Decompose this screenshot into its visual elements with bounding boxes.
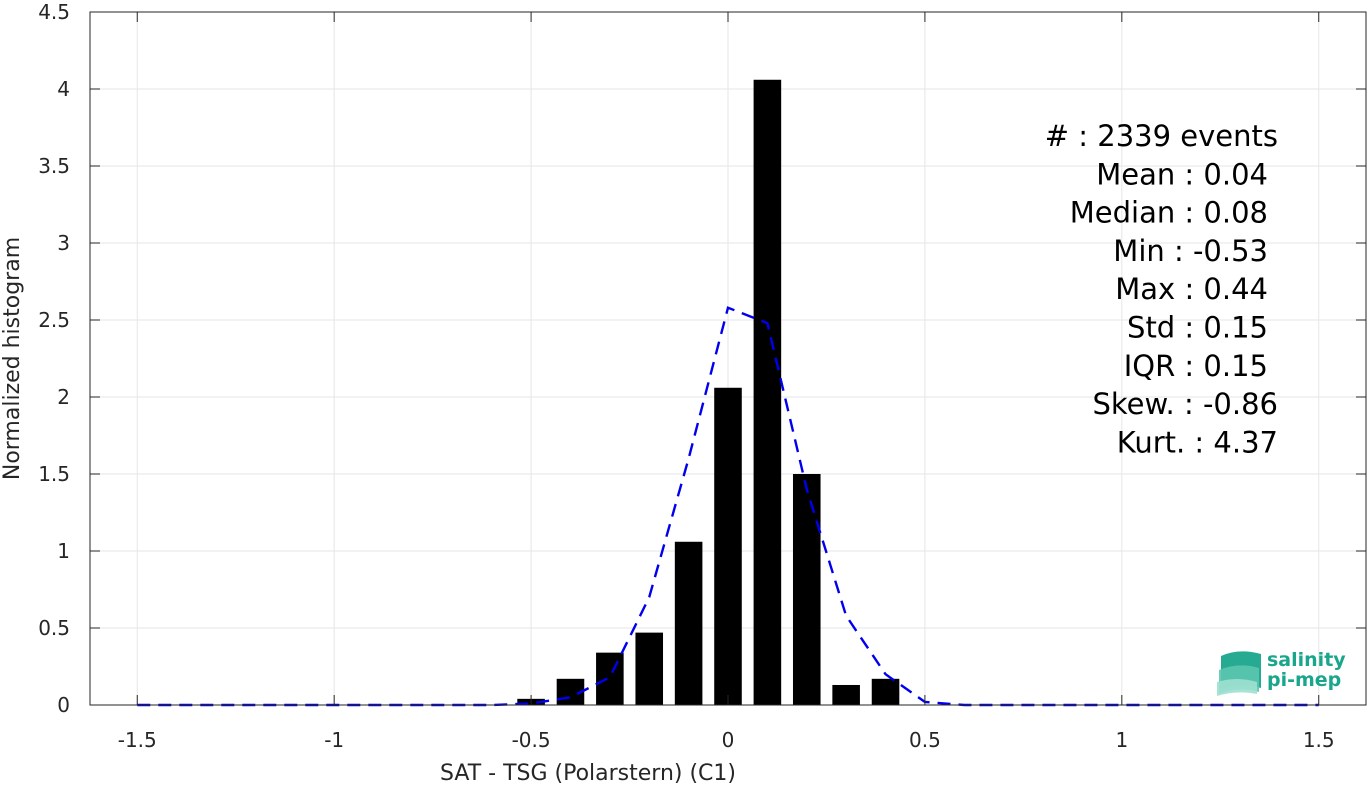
wave-logo-icon bbox=[1217, 651, 1261, 696]
stat-line: Skew. : -0.86 bbox=[1092, 387, 1278, 421]
x-tick-labels: -1.5 -1 -0.5 0 0.5 1 1.5 bbox=[118, 728, 1335, 752]
histogram-bar bbox=[596, 652, 624, 705]
histogram-bar bbox=[871, 678, 900, 705]
logo-line1: salinity bbox=[1267, 649, 1346, 671]
bars bbox=[517, 79, 900, 705]
x-tick-label: 0.5 bbox=[909, 728, 941, 752]
y-tick-label: 3.5 bbox=[38, 154, 70, 178]
histogram-bar bbox=[635, 632, 664, 705]
y-tick-label: 2.5 bbox=[38, 308, 70, 332]
y-tick-labels: 0 0.5 1 1.5 2 2.5 3 3.5 4 4.5 bbox=[38, 0, 70, 717]
y-tick-label: 4.5 bbox=[38, 0, 70, 24]
stat-line: Max : 0.44 bbox=[1115, 272, 1268, 306]
x-tick-label: -1 bbox=[324, 728, 344, 752]
y-tick-label: 0.5 bbox=[38, 616, 70, 640]
stats-box: # : 2339 events Mean : 0.04 Median : 0.08 M… bbox=[1045, 119, 1278, 459]
histogram-bar bbox=[832, 684, 860, 705]
x-tick-label: 0 bbox=[722, 728, 735, 752]
stat-line: Min : -0.53 bbox=[1113, 234, 1268, 268]
histogram-bar bbox=[792, 474, 821, 705]
histogram-bar bbox=[753, 79, 782, 705]
y-tick-label: 0 bbox=[57, 693, 70, 717]
x-tick-label: -0.5 bbox=[512, 728, 551, 752]
x-tick-label: 1.5 bbox=[1303, 728, 1335, 752]
y-tick-label: 1 bbox=[57, 539, 70, 563]
salinity-pimep-logo: salinity pi-mep bbox=[1217, 649, 1346, 696]
histogram-bar bbox=[674, 541, 703, 705]
stat-line: Kurt. : 4.37 bbox=[1117, 425, 1278, 459]
y-tick-label: 2 bbox=[57, 385, 70, 409]
ticks bbox=[90, 11, 1366, 706]
y-tick-label: 1.5 bbox=[38, 462, 70, 486]
x-tick-label: -1.5 bbox=[118, 728, 157, 752]
logo-line2: pi-mep bbox=[1267, 669, 1341, 691]
y-tick-label: 4 bbox=[57, 77, 70, 101]
stat-line: # : 2339 events bbox=[1045, 119, 1278, 153]
stat-line: Std : 0.15 bbox=[1127, 311, 1268, 345]
x-axis-label: SAT - TSG (Polarstern) (C1) bbox=[440, 761, 736, 785]
histogram-bar bbox=[714, 387, 742, 705]
stat-line: Median : 0.08 bbox=[1070, 196, 1268, 230]
stat-line: Mean : 0.04 bbox=[1096, 157, 1268, 191]
y-axis-label: Normalized histogram bbox=[0, 237, 25, 480]
stat-line: IQR : 0.15 bbox=[1124, 349, 1268, 383]
y-tick-label: 3 bbox=[57, 231, 70, 255]
x-tick-label: 1 bbox=[1115, 728, 1128, 752]
